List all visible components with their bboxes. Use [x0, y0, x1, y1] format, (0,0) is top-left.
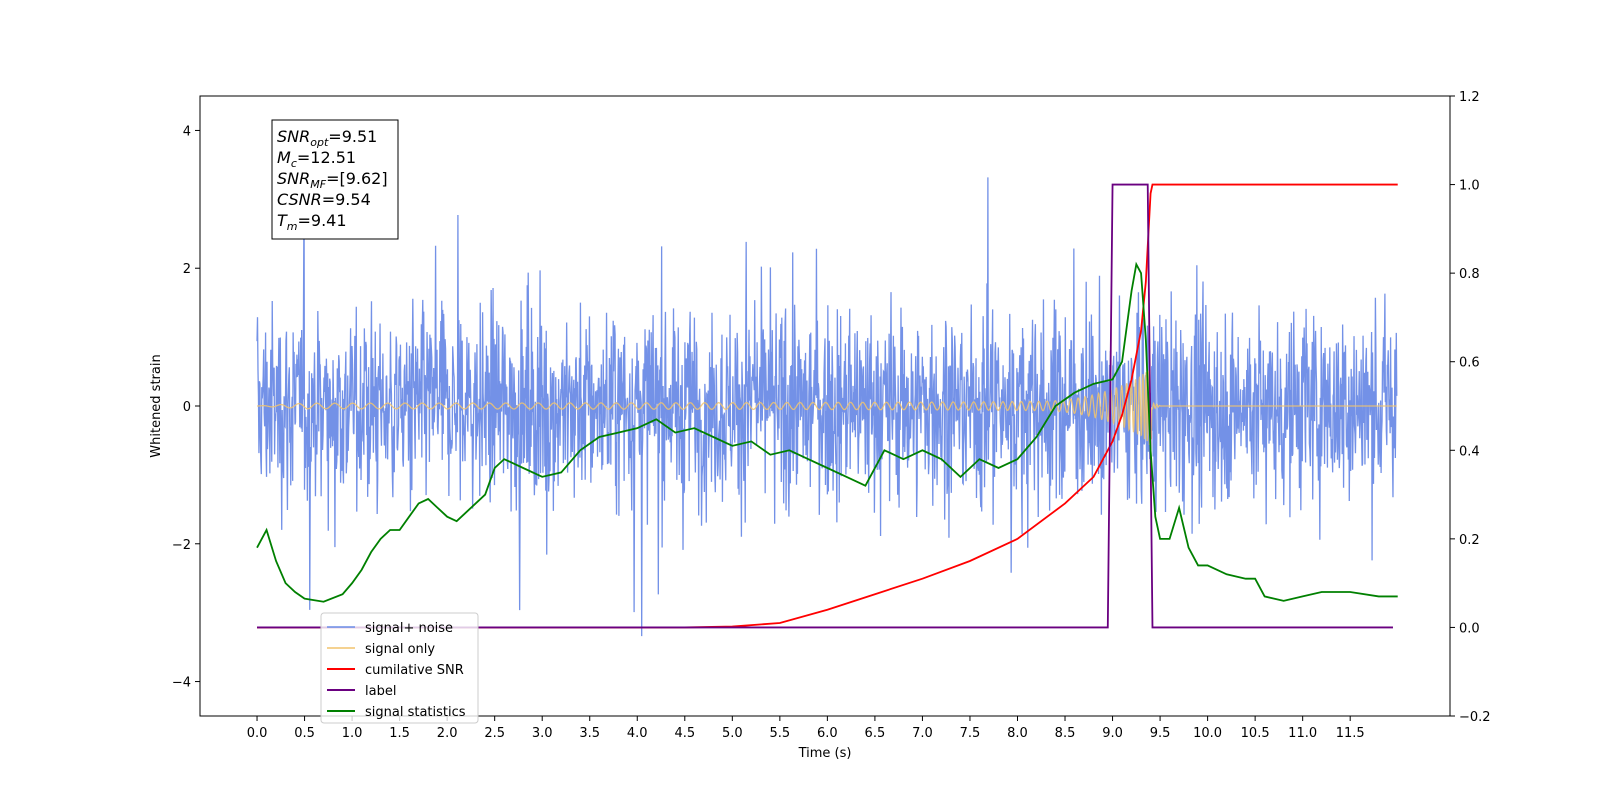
series-signal-only-line	[257, 370, 1397, 446]
annotation-value: =[9.62]	[326, 169, 388, 188]
x-axis-label: Time (s)	[798, 746, 852, 761]
x-tick-label: 10.0	[1193, 726, 1222, 741]
y-tick-label: −4	[172, 676, 191, 691]
annotation-sub: MF	[310, 178, 326, 191]
annotation-sub: m	[287, 220, 298, 233]
x-tick-label: 9.0	[1102, 726, 1123, 741]
legend-label: signal+ noise	[365, 621, 453, 636]
annotation-line: CSNR=9.54	[277, 190, 371, 209]
annotation-value: =9.41	[298, 211, 347, 230]
x-tick-label: 2.5	[484, 726, 505, 741]
y-axis-left: 4 2 0 −2 −4	[172, 124, 200, 691]
x-tick-label: 8.5	[1055, 726, 1076, 741]
x-tick-label: 10.5	[1241, 726, 1270, 741]
y2-tick-label: 0.2	[1459, 533, 1480, 548]
x-tick-label: 3.0	[532, 726, 553, 741]
x-tick-label: 1.5	[389, 726, 410, 741]
x-tick-label: 8.0	[1007, 726, 1028, 741]
annotation-box: SNRopt=9.51Mc=12.51SNRMF=[9.62]CSNR=9.54…	[271, 119, 399, 240]
legend-label: cumilative SNR	[365, 663, 464, 678]
x-tick-label: 4.5	[674, 726, 695, 741]
x-tick-label: 6.5	[865, 726, 886, 741]
y2-tick-label: 1.2	[1459, 90, 1480, 105]
annotation-value: =12.51	[297, 148, 356, 167]
annotation-base: CSNR	[277, 190, 322, 209]
series-layer	[256, 177, 1398, 637]
x-tick-label: 3.5	[579, 726, 600, 741]
annotation-base: T	[277, 211, 288, 230]
legend-label: label	[365, 684, 396, 699]
x-tick-label: 1.0	[342, 726, 363, 741]
annotation-line: Tm=9.41	[277, 211, 347, 233]
y-tick-label: −2	[172, 538, 191, 553]
x-tick-label: 5.5	[770, 726, 791, 741]
x-tick-label: 11.5	[1336, 726, 1365, 741]
annotation-base: SNR	[277, 169, 310, 188]
annotation-sub: c	[291, 157, 297, 170]
y-tick-label: 2	[183, 262, 191, 277]
y2-tick-label: 0.4	[1459, 444, 1480, 459]
x-tick-label: 7.0	[912, 726, 933, 741]
series-signal-statistics-line	[256, 261, 1398, 603]
x-tick-label: 0.0	[247, 726, 268, 741]
x-tick-label: 9.5	[1150, 726, 1171, 741]
annotation-line: SNRopt=9.51	[277, 127, 377, 149]
annotation-line: SNRMF=[9.62]	[277, 169, 388, 191]
x-tick-label: 6.0	[817, 726, 838, 741]
legend-label: signal only	[365, 642, 435, 657]
series-signal-noise-line	[256, 177, 1398, 637]
y2-tick-label: 1.0	[1459, 179, 1480, 194]
series-cumulative-snr-line	[257, 183, 1398, 629]
annotation-line: Mc=12.51	[277, 148, 356, 170]
annotation-frame	[271, 119, 399, 240]
x-tick-label: 5.0	[722, 726, 743, 741]
annotation-base: M	[277, 148, 291, 167]
y2-tick-label: 0.0	[1459, 621, 1480, 636]
y-tick-label: 4	[183, 124, 191, 139]
x-tick-label: 2.0	[437, 726, 458, 741]
legend-frame	[320, 612, 479, 724]
x-axis: 0.0 0.5 1.0 1.5 2.0 2.5 3.0 3.5 4.0 4.5 5.0 5.5 6.0 6…	[247, 716, 1365, 741]
y2-tick-label: 0.6	[1459, 356, 1480, 371]
y-axis-label: Whitened strain	[149, 354, 164, 457]
series-label-line	[257, 183, 1393, 629]
legend-label: signal statistics	[365, 705, 466, 720]
x-tick-label: 4.0	[627, 726, 648, 741]
annotation-value: =9.54	[322, 190, 371, 209]
annotation-sub: opt	[310, 136, 329, 149]
x-tick-label: 7.5	[960, 726, 981, 741]
y-tick-label: 0	[183, 400, 191, 415]
y2-tick-label: 0.8	[1459, 267, 1480, 282]
y-axis-right: 1.2 1.0 0.8 0.6 0.4 0.2 0.0 −0.2	[1450, 90, 1491, 725]
x-tick-label: 0.5	[294, 726, 315, 741]
x-tick-label: 11.0	[1288, 726, 1317, 741]
annotation-base: SNR	[277, 127, 310, 146]
legend: signal+ noise signal only cumilative SNR la…	[320, 612, 479, 724]
y2-tick-label: −0.2	[1459, 710, 1491, 725]
annotation-value: =9.51	[328, 127, 377, 146]
